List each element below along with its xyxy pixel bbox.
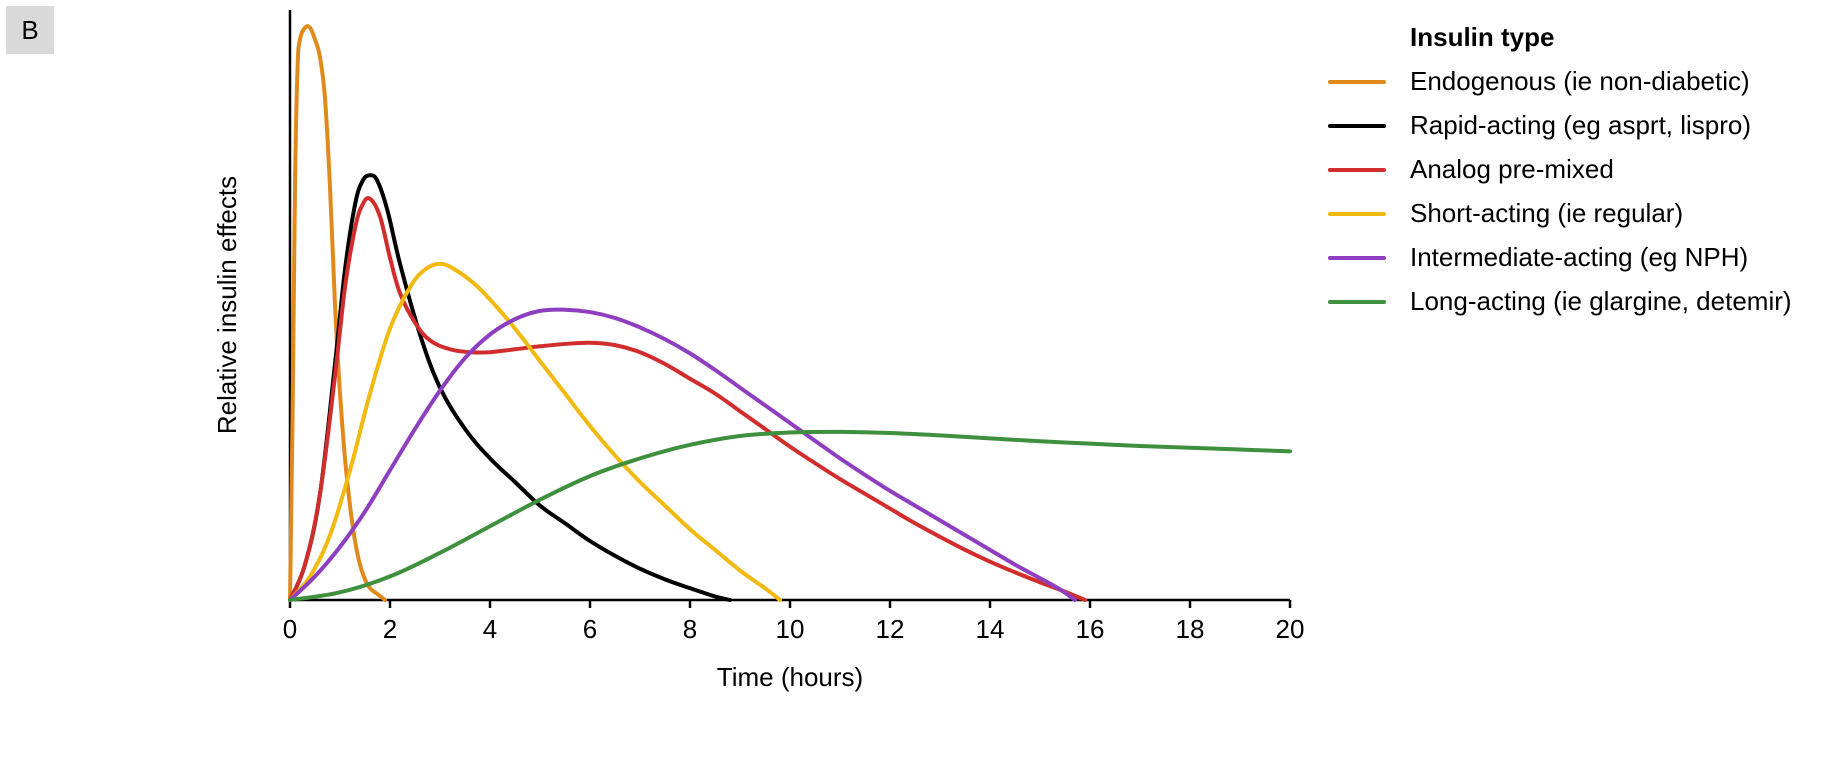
x-axis-label: Time (hours) [717, 662, 863, 692]
legend-label-long: Long-acting (ie glargine, detemir) [1410, 286, 1792, 316]
legend-label-rapid: Rapid-acting (eg asprt, lispro) [1410, 110, 1751, 140]
x-tick-label: 6 [583, 614, 597, 644]
x-tick-label: 16 [1076, 614, 1105, 644]
legend-label-endogenous: Endogenous (ie non-diabetic) [1410, 66, 1750, 96]
x-tick-label: 0 [283, 614, 297, 644]
series-long [290, 432, 1290, 600]
x-tick-label: 8 [683, 614, 697, 644]
legend-label-premixed: Analog pre-mixed [1410, 154, 1614, 184]
x-tick-label: 12 [876, 614, 905, 644]
axes [290, 10, 1290, 600]
insulin-profile-chart: 0 2 4 6 8 10 12 14 16 18 20 Time (hours) Relative in… [160, 10, 1810, 730]
legend-title: Insulin type [1410, 22, 1554, 52]
x-tick-label: 2 [383, 614, 397, 644]
panel-tag: B [6, 6, 54, 54]
x-tick-label: 14 [976, 614, 1005, 644]
x-tick-label: 10 [776, 614, 805, 644]
panel-tag-label: B [21, 15, 38, 46]
legend-label-short: Short-acting (ie regular) [1410, 198, 1683, 228]
series-premixed [290, 198, 1085, 600]
x-tick-label: 4 [483, 614, 497, 644]
x-tick-label: 18 [1176, 614, 1205, 644]
y-axis-label: Relative insulin effects [212, 176, 242, 434]
x-tick-label: 20 [1276, 614, 1305, 644]
series-short [290, 264, 780, 600]
legend-label-intermediate: Intermediate-acting (eg NPH) [1410, 242, 1748, 272]
series-intermediate [290, 310, 1075, 600]
